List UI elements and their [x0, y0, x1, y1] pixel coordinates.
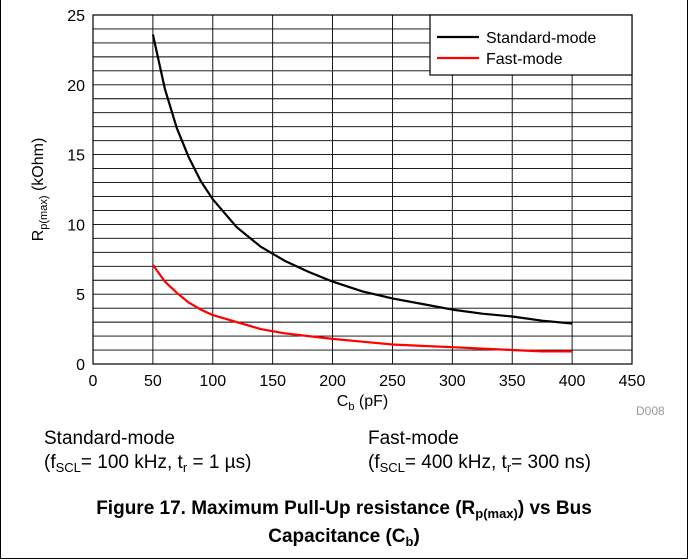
legend-label: Fast-mode: [486, 51, 563, 68]
x-tick-label: 150: [259, 373, 286, 390]
x-tick-label: 100: [199, 373, 226, 390]
x-tick-label: 400: [559, 373, 586, 390]
pullup-resistance-chart: 0 50 100 150 200 250 300 350 400 450 0 5 10 15 20 25 St…: [30, 8, 645, 413]
y-tick-label: 20: [67, 78, 85, 95]
legend: Standard-mode Fast-mode: [429, 14, 633, 76]
tick-labels: 0 50 100 150 200 250 300 350 400 450 0 5 10 15 20 25: [67, 8, 645, 390]
figure-caption-line-1: Figure 17. Maximum Pull-Up resistance (R…: [96, 498, 592, 521]
x-axis-label: Cb (pF): [337, 393, 388, 413]
plot-area-border: [92, 14, 633, 365]
grid: [93, 15, 632, 364]
legend-label: Standard-mode: [486, 30, 596, 47]
standard-mode-conditions: (fSCL= 100 kHz, tr = 1 µs): [44, 452, 252, 475]
fast-mode-conditions: (fSCL= 400 kHz, tr= 300 ns): [368, 452, 591, 475]
x-tick-label: 300: [439, 373, 466, 390]
series-lines: [151, 34, 573, 353]
x-tick-label: 50: [144, 373, 162, 390]
y-tick-label: 0: [76, 357, 85, 374]
series-line-fast-mode: [152, 264, 573, 353]
y-axis-label: Rp(max) (kOhm): [30, 138, 50, 242]
figure-caption-line-2: Capacitance (Cb): [268, 526, 420, 549]
x-tick-label: 250: [379, 373, 406, 390]
y-tick-label: 10: [67, 217, 85, 234]
x-tick-label: 450: [619, 373, 646, 390]
figure-code: D008: [636, 404, 665, 418]
x-tick-label: 200: [319, 373, 346, 390]
x-tick-label: 0: [89, 373, 98, 390]
x-tick-label: 350: [499, 373, 526, 390]
series-line-standard-mode: [151, 34, 573, 325]
y-tick-label: 25: [67, 8, 85, 25]
standard-mode-title: Standard-mode: [44, 428, 175, 449]
y-tick-label: 5: [76, 287, 85, 304]
y-tick-label: 15: [67, 148, 85, 165]
legend-box: [429, 14, 633, 76]
fast-mode-title: Fast-mode: [368, 428, 459, 449]
